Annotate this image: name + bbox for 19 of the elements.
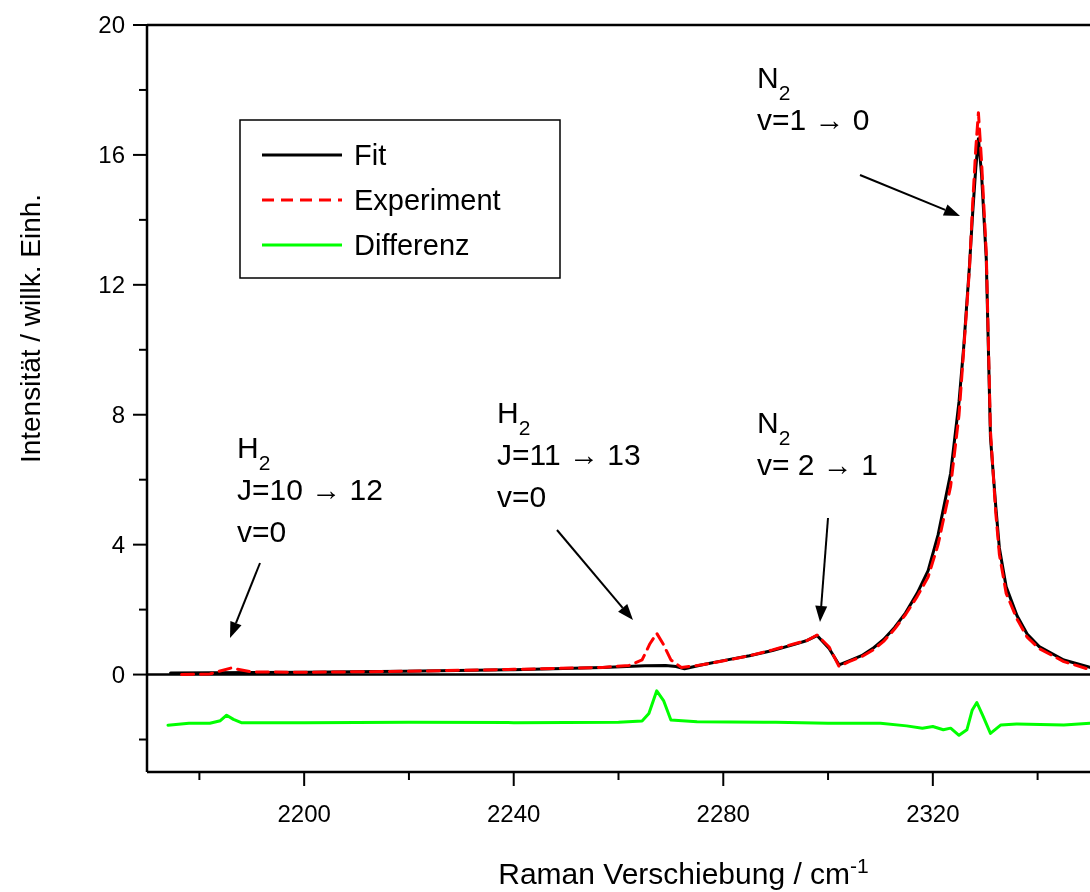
y-axis-title: Intensität / willk. Einh. (15, 193, 46, 464)
x-axis-title: Raman Verschiebung / cm$^{-1}$ (498, 853, 869, 890)
y-tick-label: 0 (111, 660, 125, 688)
x-tick-label: 2200 (277, 800, 331, 827)
annotation: H$_{2}$ J=11 → 13 v=0 (497, 396, 641, 513)
y-tick-label: 4 (111, 531, 125, 559)
y-tick-label: 8 (111, 401, 125, 429)
y-tick-label: 12 (98, 271, 125, 299)
x-tick-label: 2240 (487, 800, 541, 827)
x-tick-label: 2320 (906, 800, 960, 827)
legend-label: Differenz (354, 229, 470, 262)
y-tick-label: 20 (98, 11, 125, 39)
annotation: H$_{2}$ J=10 → 12 v=0 (237, 431, 383, 548)
annotation: N$_{2}$ v=1 → 0 (757, 61, 870, 136)
x-tick-label: 2280 (696, 800, 750, 827)
annotation: N$_{2}$ v= 2 → 1 (757, 406, 878, 481)
legend-label: Experiment (354, 184, 501, 217)
legend-label: Fit (354, 139, 387, 172)
y-tick-label: 16 (98, 141, 125, 169)
